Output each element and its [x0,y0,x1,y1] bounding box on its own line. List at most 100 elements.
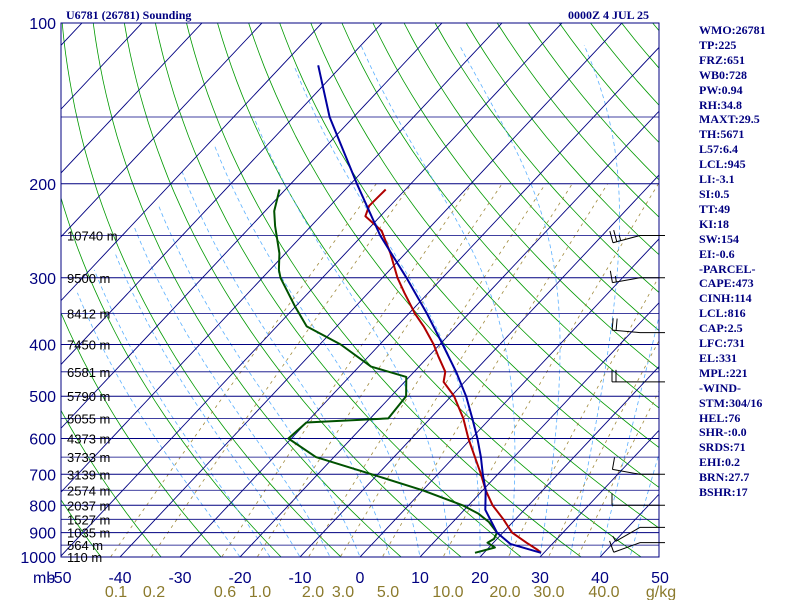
pressure-tick-label: 800 [29,498,56,515]
dry-adiabat [154,23,522,557]
temperature-tick-label: -20 [228,570,251,587]
parcel-profile [317,65,542,554]
dry-adiabat [123,23,462,557]
axis-unit-label: mb [33,570,55,587]
sounding-index: TH:5671 [699,127,745,142]
mixing-ratio-line [339,183,573,557]
sounding-index: SI:0.5 [699,186,730,201]
wind-barb [611,457,665,475]
moist-adiabat [459,44,561,557]
sounding-index: KI:18 [699,216,729,231]
moist-adiabat [360,44,516,557]
height-label: 4373 m [67,432,110,447]
dry-adiabat [403,23,659,332]
dry-adiabat [186,23,582,557]
barb-flag [615,318,618,331]
height-label: 10740 m [67,228,118,243]
moist-adiabat [133,225,331,557]
sounding-index: MPL:221 [699,365,748,380]
barb-flag [609,231,614,243]
sounding-index: WMO:26781 [699,23,766,37]
barb-flag [609,270,613,283]
temperature-tick-label: -50 [48,570,71,587]
moist-adiabat [293,65,481,557]
dry-adiabat [310,23,659,448]
dry-adiabat [496,23,659,218]
sounding-time: 0000Z 4 JUL 25 [568,8,650,22]
dry-adiabat [527,23,659,181]
sounding-index: HEL:76 [699,410,741,425]
height-label: 3139 m [67,467,110,482]
mixing-ratio-line [308,183,546,557]
sounding-index: SHR-:0.0 [699,425,747,440]
isotherm [539,429,659,557]
wind-barb [611,369,665,383]
height-label: 564 m [67,538,103,553]
dry-adiabat [558,23,659,143]
sounding-index: LFC:731 [699,336,745,351]
isotherm [479,365,659,557]
mixing-ratio-line [150,183,412,557]
barb-shaft [615,526,641,542]
sounding-index: -PARCEL- [699,261,756,276]
sounding-profiles [273,65,542,554]
dry-adiabat [796,11,800,568]
height-label: 5790 m [67,389,110,404]
temperature-tick-label: 50 [651,570,669,587]
height-label: 7450 m [67,338,110,353]
height-label: 2037 m [67,498,110,513]
sounding-index: TT:49 [699,201,731,216]
sounding-index: LCL:945 [699,157,746,172]
pressure-tick-label: 400 [29,338,56,355]
pressure-tick-label: 500 [29,389,56,406]
sounding-index: RH:34.8 [699,97,742,112]
pressure-tick-label: 600 [29,432,56,449]
sounding-index: EI:-0.6 [699,246,735,261]
temperature-tick-label: 20 [471,570,489,587]
barb-shaft [612,235,641,244]
isotherm [61,23,323,302]
sounding-title: U6781 (26781) Sounding [66,8,192,22]
dry-adiabat [279,23,659,488]
mixing-ratio-label: 0.2 [143,584,165,600]
isotherm [419,302,659,557]
height-label: 5055 m [67,411,110,426]
moist-adiabat [158,205,361,557]
temperature-tick-label: -10 [288,570,311,587]
pressure-tick-label: 100 [29,16,56,33]
isotherm [61,23,263,238]
mixing-ratio-label: 3.0 [332,584,354,600]
mixing-ratio-label: 1.0 [249,584,271,600]
isotherm [61,23,443,429]
wind-barb [611,493,665,506]
mixing-ratio-label: 10.0 [432,584,463,600]
height-label: 1527 m [67,512,110,527]
temperature-tick-label: -40 [108,570,131,587]
barb-flag [611,318,614,331]
height-label: 1035 m [67,526,110,541]
sounding-index: WB0:728 [699,67,747,82]
mixing-ratio-line [548,339,659,557]
temperature-tick-label: 0 [356,570,365,587]
sounding-index: STM:304/16 [699,395,763,410]
wind-barb [609,229,665,244]
sounding-index: LCL:816 [699,306,746,321]
mixing-ratio-label: 2.0 [302,584,324,600]
mixing-ratio-label: 30.0 [533,584,564,600]
sounding-index: -WIND- [699,380,741,395]
barb-shaft [613,542,641,553]
isotherm [61,23,203,174]
isotherm [239,110,659,557]
moist-adiabat [214,145,421,557]
sounding-index: BRN:27.7 [699,470,750,485]
pressure-tick-label: 200 [29,177,56,194]
dry-adiabat [341,23,659,409]
moist-adiabat [569,44,620,557]
background-grid [61,11,800,568]
sounding-index: PW:0.94 [699,82,743,97]
dry-adiabat [248,23,659,529]
barb-flag [609,540,615,553]
barb-shaft [612,468,641,475]
mixing-ratio-label: 40.0 [588,584,619,600]
